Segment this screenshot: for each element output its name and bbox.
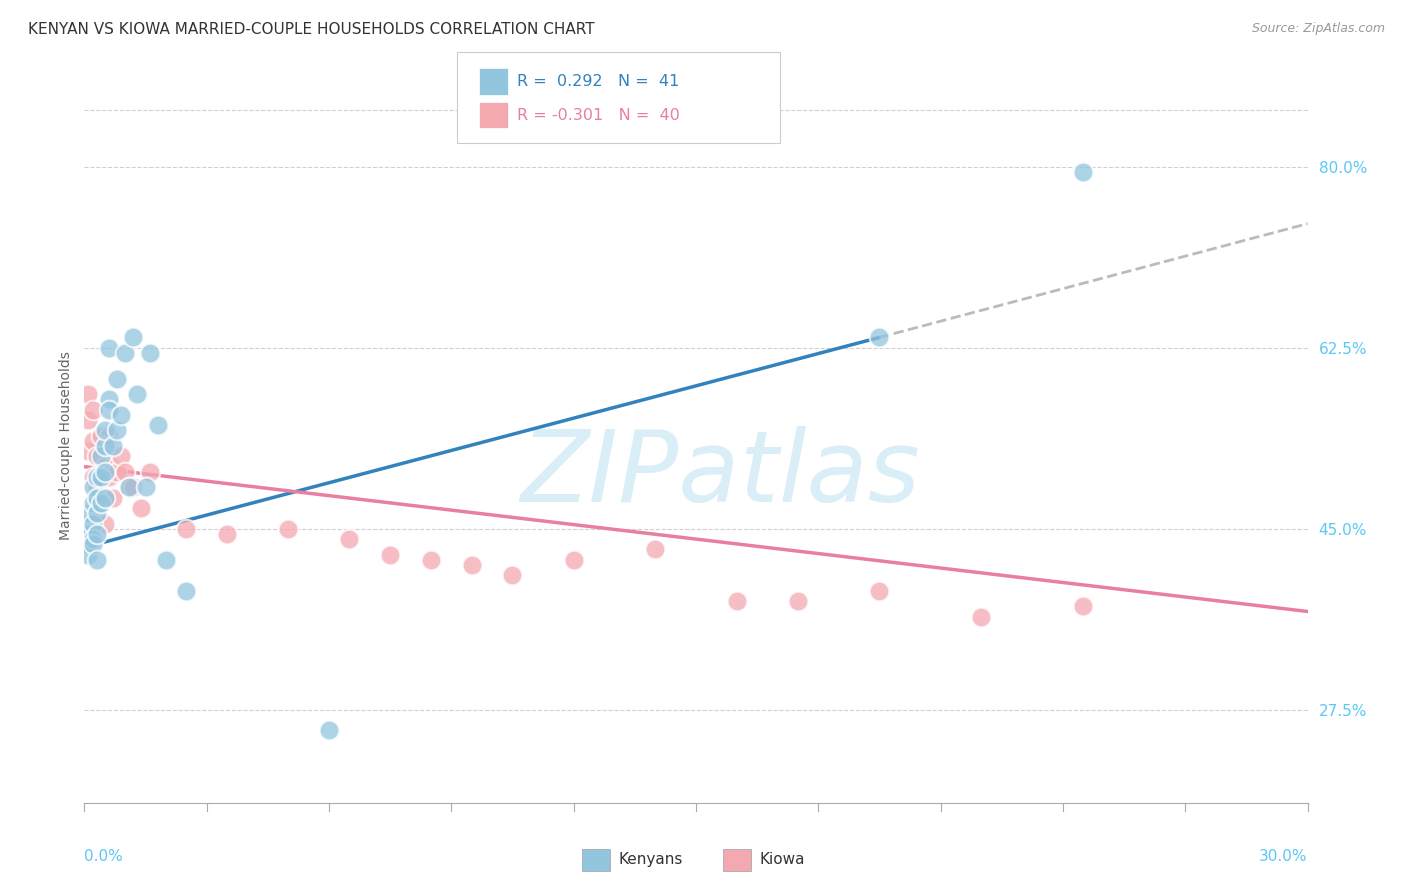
Point [127,387,149,401]
Point [82,496,104,510]
Text: R =  0.292   N =  41: R = 0.292 N = 41 [517,74,679,88]
Point [82,532,104,546]
Point [93,459,115,474]
Point [114,465,136,479]
Point [501,568,523,582]
Point [77,444,100,458]
Point [146,418,169,433]
Text: ZIPatlas: ZIPatlas [520,426,921,523]
Point [380,548,402,562]
Point [339,532,360,546]
Point [105,424,128,438]
Point [86,506,108,520]
Point [562,553,585,567]
Point [86,470,108,484]
Point [97,392,120,407]
Point [318,723,340,738]
Point [86,527,108,541]
Point [461,558,484,572]
Point [77,537,100,551]
Point [869,330,891,344]
Point [86,491,108,505]
Point [101,439,124,453]
Point [97,402,120,417]
Y-axis label: Married-couple Households: Married-couple Households [59,351,73,541]
Point [90,450,112,464]
Point [1071,165,1094,179]
Text: Kiowa: Kiowa [759,853,804,867]
Point [970,609,993,624]
Point [1071,599,1094,614]
Point [77,548,100,562]
Point [118,480,141,494]
Point [86,511,108,525]
Point [174,583,197,598]
Point [217,527,239,541]
Point [90,470,112,484]
Point [97,428,120,442]
Point [110,408,132,422]
Point [77,387,100,401]
Point [97,341,120,355]
Text: 0.0%: 0.0% [84,849,124,864]
Point [77,506,100,520]
Point [93,491,115,505]
Point [90,496,112,510]
Point [77,516,100,531]
Point [82,480,104,494]
Point [110,450,132,464]
Point [105,465,128,479]
Point [644,542,666,557]
Point [135,480,157,494]
Point [155,553,177,567]
Point [77,527,100,541]
Point [101,459,124,474]
Point [93,516,115,531]
Point [122,480,145,494]
Point [869,583,891,598]
Text: Kenyans: Kenyans [619,853,683,867]
Point [787,594,810,608]
Point [97,470,120,484]
Point [82,537,104,551]
Point [101,491,124,505]
Point [277,522,299,536]
Point [90,465,112,479]
Text: R = -0.301   N =  40: R = -0.301 N = 40 [517,108,681,122]
Point [138,346,160,360]
Point [90,428,112,442]
Point [138,465,160,479]
Point [114,346,136,360]
Point [82,470,104,484]
Point [93,424,115,438]
Text: Source: ZipAtlas.com: Source: ZipAtlas.com [1251,22,1385,36]
Point [82,402,104,417]
Point [131,501,153,516]
Text: 30.0%: 30.0% [1260,849,1308,864]
Point [86,450,108,464]
Text: KENYAN VS KIOWA MARRIED-COUPLE HOUSEHOLDS CORRELATION CHART: KENYAN VS KIOWA MARRIED-COUPLE HOUSEHOLD… [28,22,595,37]
Point [420,553,443,567]
Point [118,480,141,494]
Point [725,594,748,608]
Point [82,434,104,448]
Point [82,516,104,531]
Point [122,330,145,344]
Point [105,372,128,386]
Point [86,553,108,567]
Point [77,413,100,427]
Point [93,491,115,505]
Point [86,480,108,494]
Point [174,522,197,536]
Point [93,465,115,479]
Point [93,439,115,453]
